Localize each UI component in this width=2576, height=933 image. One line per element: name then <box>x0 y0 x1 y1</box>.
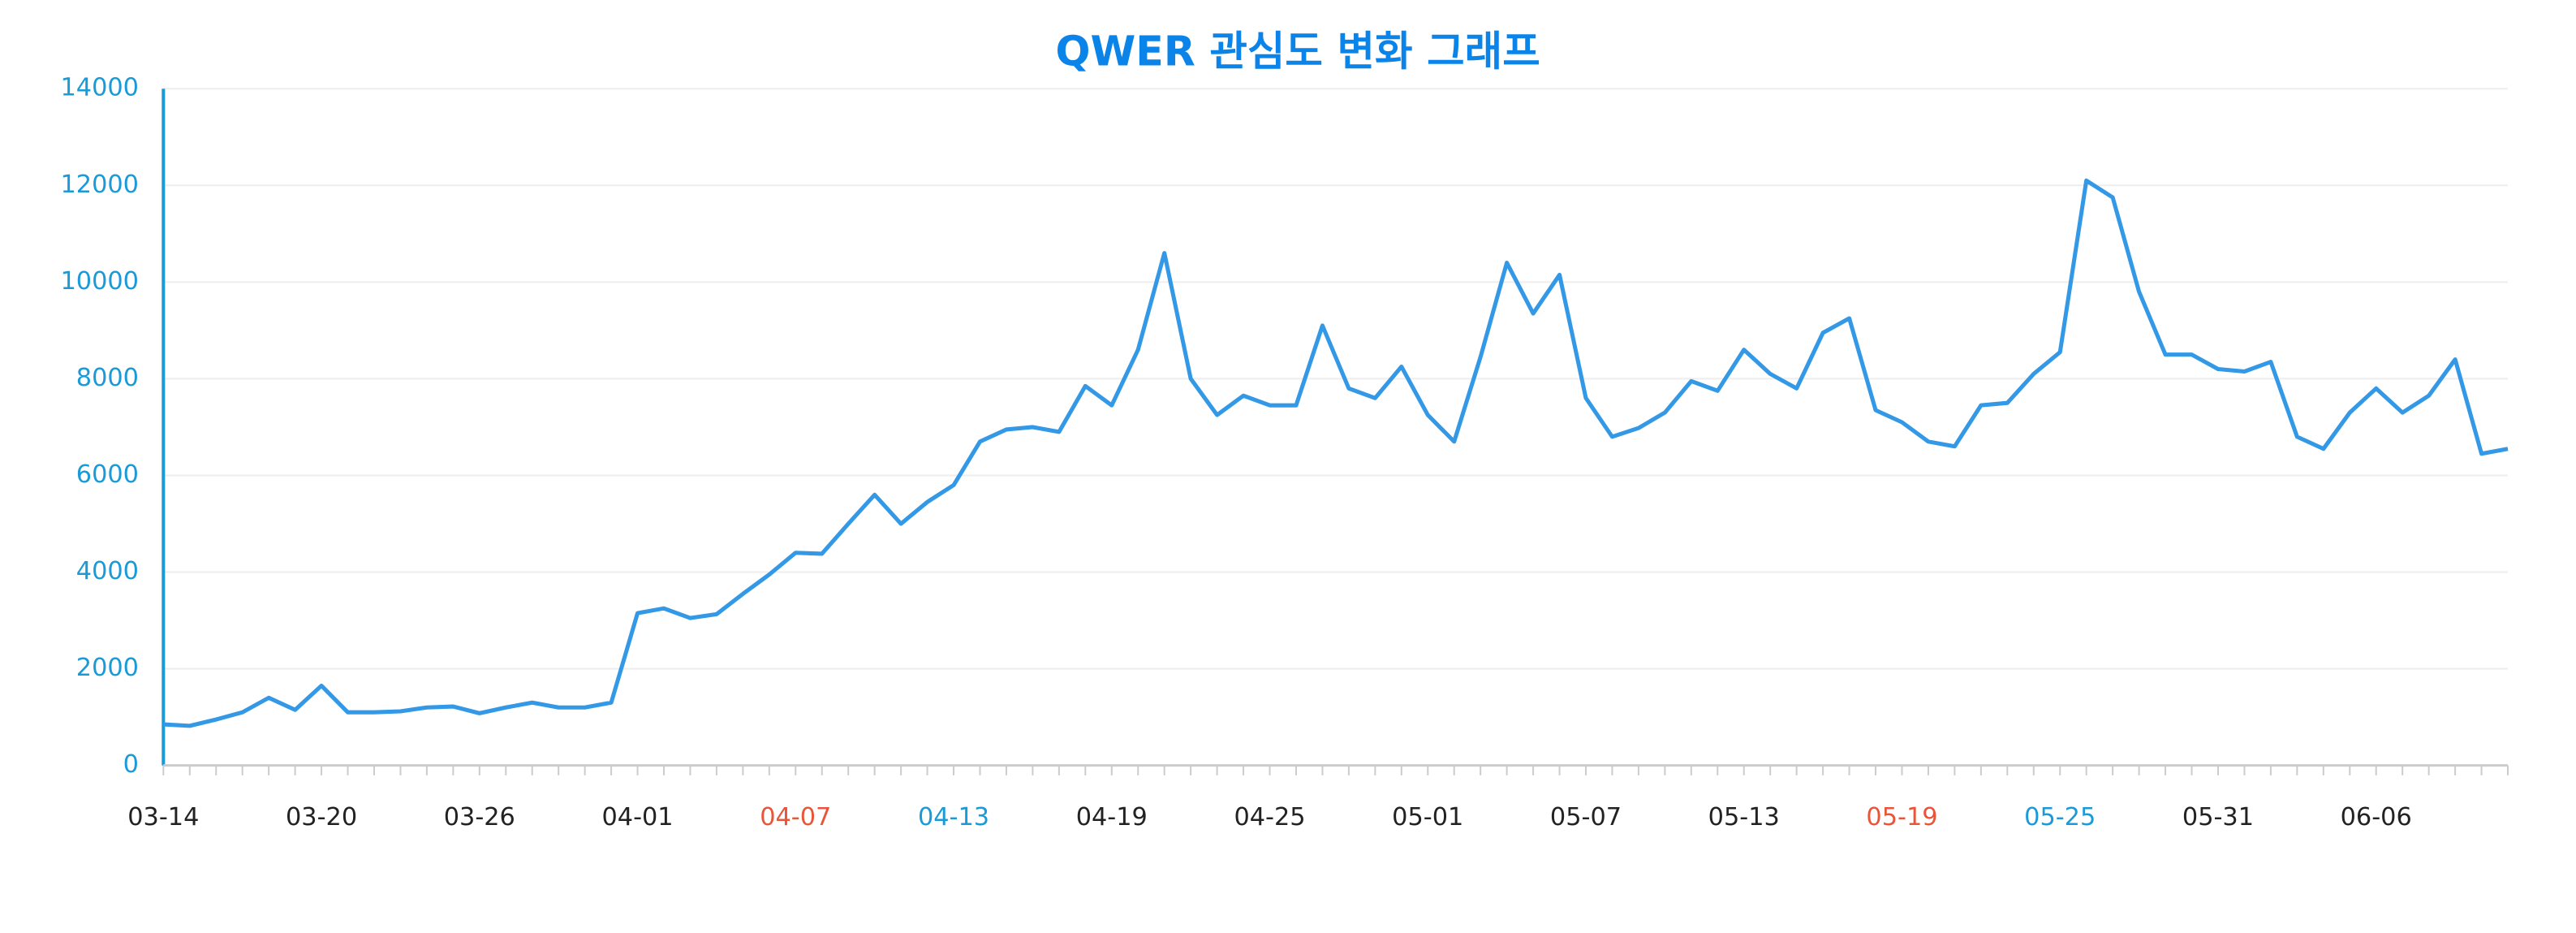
x-tick-label: 05-13 <box>1708 803 1780 831</box>
y-tick-label: 2000 <box>76 654 139 682</box>
x-tick-label: 05-01 <box>1392 803 1463 831</box>
x-tick-label: 05-07 <box>1550 803 1622 831</box>
x-tick-label: 03-14 <box>127 803 199 831</box>
x-tick-label: 06-06 <box>2341 803 2412 831</box>
x-tick-label: 03-26 <box>444 803 515 831</box>
x-tick-label: 04-25 <box>1234 803 1305 831</box>
y-tick-label: 14000 <box>60 74 138 102</box>
y-tick-label: 0 <box>123 750 139 779</box>
x-tick-label: 04-19 <box>1076 803 1148 831</box>
chart-title: QWER 관심도 변화 그래프 <box>1056 27 1540 75</box>
x-tick-label: 04-13 <box>918 803 989 831</box>
x-tick-label: 05-19 <box>1866 803 1937 831</box>
x-tick-label: 05-31 <box>2182 803 2254 831</box>
y-tick-label: 4000 <box>76 557 139 585</box>
data-line <box>163 178 2509 728</box>
x-tick-label: 04-07 <box>760 803 831 831</box>
y-tick-label: 8000 <box>76 364 139 392</box>
x-tick-label: 05-25 <box>2024 803 2096 831</box>
y-tick-label: 10000 <box>60 267 138 296</box>
y-tick-label: 12000 <box>60 171 138 199</box>
x-tick-label: 04-01 <box>601 803 673 831</box>
x-tick-label: 03-20 <box>286 803 357 831</box>
y-tick-label: 6000 <box>76 460 139 489</box>
